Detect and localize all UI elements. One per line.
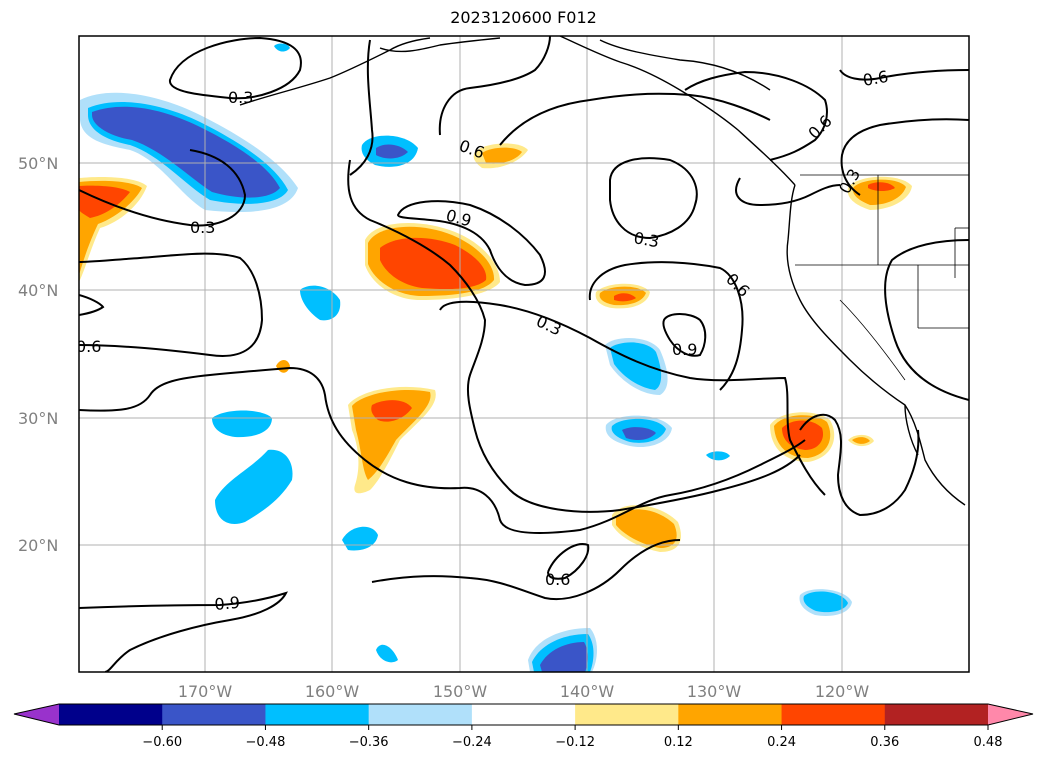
colorbar-outline bbox=[13, 703, 1034, 726]
map-border bbox=[78, 35, 970, 673]
contour-label: 0.3 bbox=[632, 228, 660, 251]
contour-lines bbox=[79, 36, 969, 672]
colorbar-tick-label: 0.12 bbox=[664, 735, 693, 750]
chart-title: 2023120600 F012 bbox=[450, 8, 597, 27]
contour-label: 0.9 bbox=[214, 593, 241, 614]
lat-label: 40°N bbox=[18, 281, 58, 300]
gridlines bbox=[79, 36, 969, 672]
contour-label: 0.6 bbox=[545, 570, 570, 589]
lat-label: 30°N bbox=[18, 409, 58, 428]
negative-anomaly-region bbox=[706, 451, 730, 461]
colorbar: −0.60 −0.48 −0.36 −0.24 −0.12 0.12 0.24 0.36 0.4… bbox=[13, 703, 1034, 750]
lon-label: 120°W bbox=[815, 682, 870, 701]
colorbar-cell bbox=[781, 704, 886, 725]
lon-label: 130°W bbox=[687, 682, 742, 701]
negative-anomaly-region bbox=[300, 285, 341, 321]
colorbar-extend-right bbox=[988, 704, 1033, 725]
contour-label: 0.3 bbox=[228, 88, 253, 107]
coastlines bbox=[239, 36, 966, 506]
colorbar-ticks: −0.60 −0.48 −0.36 −0.24 −0.12 0.12 0.24 0.36 0.4… bbox=[142, 725, 1003, 750]
colorbar-cell bbox=[471, 704, 576, 725]
colorbar-cells bbox=[59, 704, 989, 725]
negative-anomaly-region bbox=[274, 43, 290, 52]
colorbar-tick-label: 0.36 bbox=[870, 735, 899, 750]
colorbar-cell bbox=[678, 704, 783, 725]
colorbar-cell bbox=[162, 704, 266, 725]
positive-anomaly-region bbox=[371, 400, 412, 422]
colorbar-cell bbox=[884, 704, 989, 725]
latitude-labels: 50°N 40°N 30°N 20°N bbox=[18, 154, 58, 555]
positive-anomaly-region bbox=[852, 437, 870, 444]
positive-anomaly-region bbox=[614, 293, 636, 302]
negative-anomaly-region bbox=[212, 410, 272, 438]
positive-anomaly-region bbox=[352, 389, 431, 480]
positive-anomaly-region bbox=[616, 509, 677, 548]
colorbar-cell bbox=[575, 704, 679, 725]
negative-anomaly-region bbox=[803, 591, 848, 613]
lon-label: 170°W bbox=[178, 682, 233, 701]
longitude-labels: 170°W 160°W 150°W 140°W 130°W 120°W bbox=[178, 682, 870, 701]
lon-label: 150°W bbox=[433, 682, 488, 701]
colorbar-tick-label: −0.12 bbox=[555, 735, 595, 750]
negative-anomaly-region bbox=[376, 644, 398, 663]
colorbar-tick-label: 0.24 bbox=[767, 735, 796, 750]
contour-label: 0.9 bbox=[672, 340, 697, 359]
colorbar-cell bbox=[59, 704, 163, 725]
lon-label: 140°W bbox=[560, 682, 615, 701]
negative-anomaly-region bbox=[540, 642, 588, 672]
colorbar-tick-label: −0.24 bbox=[452, 735, 492, 750]
colorbar-extend-left bbox=[14, 704, 59, 725]
contour-label: 0.6 bbox=[861, 67, 889, 90]
colorbar-tick-label: −0.60 bbox=[142, 735, 182, 750]
positive-anomaly-region bbox=[482, 147, 522, 164]
lon-label: 160°W bbox=[305, 682, 360, 701]
negative-anomaly-region bbox=[622, 427, 656, 441]
colorbar-tick-label: −0.48 bbox=[246, 735, 286, 750]
colorbar-cell bbox=[368, 704, 473, 725]
negative-anomaly-region bbox=[215, 449, 293, 524]
lat-label: 20°N bbox=[18, 536, 58, 555]
negative-anomaly-region bbox=[376, 144, 408, 159]
borders bbox=[795, 174, 969, 381]
negative-anomaly-region bbox=[92, 106, 280, 198]
colorbar-tick-label: 0.48 bbox=[974, 735, 1003, 750]
lat-label: 50°N bbox=[18, 154, 58, 173]
colorbar-cell bbox=[265, 704, 370, 725]
map-layers: 0.3 0.6 0.9 0.3 0.6 0.6 0.3 0.9 0.3 0.6 … bbox=[76, 36, 969, 672]
contour-label: 0.6 bbox=[76, 337, 101, 356]
colorbar-tick-label: −0.36 bbox=[349, 735, 389, 750]
contour-label: 0.3 bbox=[190, 218, 215, 237]
positive-anomaly-region bbox=[868, 182, 895, 191]
